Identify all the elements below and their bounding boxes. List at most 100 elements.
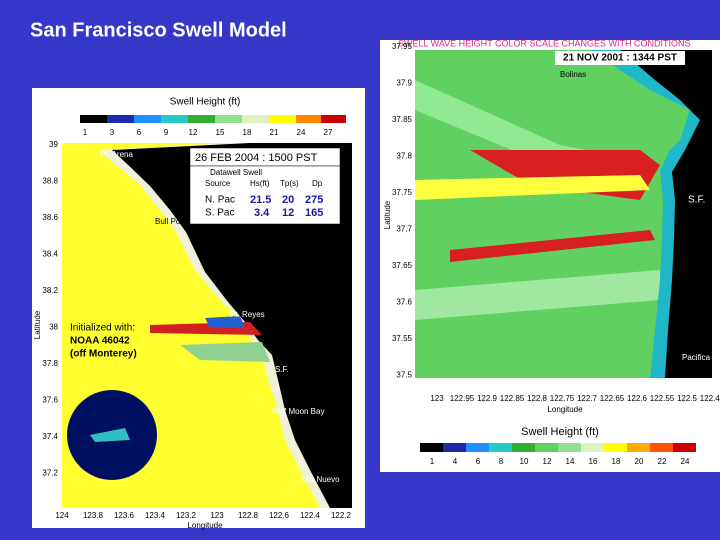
table-cell: S. Pac	[205, 208, 234, 219]
table-caption: Datawell Swell	[210, 168, 262, 177]
place-label: Pacifica	[682, 353, 711, 362]
table-cell: 21.5	[250, 194, 271, 206]
left-map	[62, 143, 352, 508]
place-label: Año Nuevo	[300, 475, 340, 484]
y-tick-label: 37.8	[396, 152, 412, 161]
colorbar-label: 10	[520, 457, 529, 466]
y-tick-label: 37.65	[392, 261, 413, 270]
table-cell: 20	[282, 194, 294, 206]
colorbar-title: Swell Height (ft)	[521, 426, 599, 438]
colorbar-label: 15	[216, 128, 225, 137]
colorbar-label: 3	[110, 128, 115, 137]
x-tick-label: 122.4	[300, 511, 321, 520]
colorbar-label: 20	[635, 457, 644, 466]
x-tick-label: 123	[430, 394, 444, 403]
colorbar-label: 21	[270, 128, 279, 137]
x-tick-label: 123.2	[176, 511, 197, 520]
colorbar-label: 12	[543, 457, 552, 466]
init-text: NOAA 46042	[70, 336, 130, 347]
colorbar-label: 16	[589, 457, 598, 466]
colorbar-label: 6	[476, 457, 481, 466]
x-tick-label: 122.85	[500, 394, 525, 403]
right-colorbar	[420, 443, 696, 452]
y-tick-label: 39	[49, 140, 58, 149]
x-tick-label: 123	[210, 511, 224, 520]
colorbar-label: 18	[243, 128, 252, 137]
init-text: (off Monterey)	[70, 349, 137, 360]
y-tick-label: 37.4	[42, 432, 58, 441]
x-tick-label: 122.5	[677, 394, 698, 403]
table-header: Hs(ft)	[250, 179, 270, 188]
table-cell: 12	[282, 207, 294, 219]
colorbar-label: 14	[566, 457, 575, 466]
right-map	[415, 50, 712, 378]
colorbar-label: 4	[453, 457, 458, 466]
y-tick-label: 37.6	[42, 396, 58, 405]
colorbar-label: 24	[681, 457, 690, 466]
y-tick-label: 37.55	[392, 334, 413, 343]
colorbar-label: 8	[499, 457, 504, 466]
place-label: Bull Point	[155, 217, 190, 226]
place-label: Pt. Arena	[100, 150, 133, 159]
x-tick-label: 122.45	[700, 394, 720, 403]
colorbar-title: Swell Height (ft)	[170, 97, 241, 108]
x-tick-label: 122.2	[331, 511, 352, 520]
x-tick-label: 122.8	[527, 394, 548, 403]
colorbar-label: 1	[83, 128, 88, 137]
place-label: S.F.	[275, 365, 289, 374]
place-label: Bolinas	[560, 70, 586, 79]
right-header: SWELL WAVE HEIGHT COLOR SCALE CHANGES WI…	[398, 38, 691, 48]
x-tick-label: 122.6	[627, 394, 648, 403]
y-tick-label: 38.4	[42, 250, 58, 259]
place-label: Pt. Reyes	[230, 310, 265, 319]
right-date: 21 NOV 2001 : 1344 PST	[563, 53, 677, 64]
table-cell: 3.4	[254, 207, 270, 219]
left-date: 26 FEB 2004 : 1500 PST	[195, 152, 318, 164]
table-header: Tp(s)	[280, 179, 299, 188]
init-text: Initialized with:	[70, 323, 135, 334]
place-label: S.F.	[688, 195, 705, 206]
y-tick-label: 37.9	[396, 79, 412, 88]
place-label: Bodega Bay	[205, 261, 249, 270]
x-tick-label: 122.55	[650, 394, 675, 403]
x-tick-label: 122.75	[550, 394, 575, 403]
y-tick-label: 37.8	[42, 359, 58, 368]
y-tick-label: 37.7	[396, 225, 412, 234]
y-tick-label: 38	[49, 323, 58, 332]
x-axis-label: Longitude	[187, 521, 223, 530]
x-tick-label: 122.9	[477, 394, 498, 403]
y-tick-label: 37.2	[42, 469, 58, 478]
table-cell: 275	[305, 194, 323, 206]
colorbar-label: 1	[430, 457, 435, 466]
slide-title: San Francisco Swell Model	[30, 19, 287, 41]
left-colorbar	[80, 115, 346, 123]
x-tick-label: 122.65	[600, 394, 625, 403]
x-tick-label: 123.6	[114, 511, 135, 520]
table-cell: 165	[305, 207, 323, 219]
colorbar-label: 9	[164, 128, 169, 137]
colorbar-label: 18	[612, 457, 621, 466]
y-tick-label: 37.85	[392, 115, 413, 124]
url: (http://cdip.ucsd.edu/)	[203, 245, 318, 257]
x-tick-label: 123.4	[145, 511, 166, 520]
colorbar-label: 12	[189, 128, 198, 137]
colorbar-label: 27	[324, 128, 333, 137]
y-tick-label: 37.75	[392, 188, 413, 197]
y-tick-label: 37.5	[396, 371, 412, 380]
y-axis-label: Latitude	[33, 310, 42, 339]
colorbar-label: 24	[297, 128, 306, 137]
x-tick-label: 122.95	[450, 394, 475, 403]
x-tick-label: 123.8	[83, 511, 104, 520]
y-axis-label: Latitude	[383, 200, 392, 229]
y-tick-label: 38.8	[42, 177, 58, 186]
y-tick-label: 38.6	[42, 213, 58, 222]
y-tick-label: 37.6	[396, 298, 412, 307]
y-tick-label: 38.2	[42, 286, 58, 295]
x-axis-label: Longitude	[547, 405, 583, 414]
table-header: Dp	[312, 179, 323, 188]
y-tick-label: 37.95	[392, 42, 413, 51]
place-label: Half Moon Bay	[272, 407, 324, 416]
colorbar-label: 6	[137, 128, 142, 137]
